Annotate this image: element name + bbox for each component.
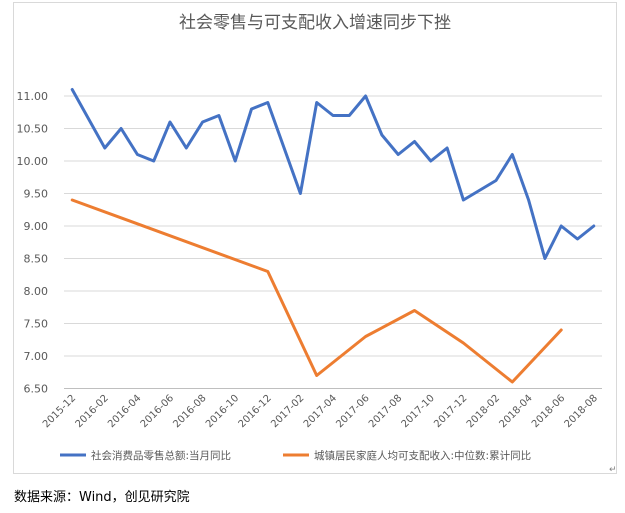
grid-lines (64, 95, 602, 389)
x-tick-label: 2016-04 (106, 393, 143, 430)
x-tick-label: 2018-04 (497, 393, 534, 430)
y-tick-label: 8.00 (24, 285, 49, 298)
x-tick-label: 2017-08 (367, 393, 404, 430)
paragraph-mark: ↵ (609, 465, 617, 475)
x-tick-labels: 2015-122016-022016-042016-062016-082016-… (41, 393, 600, 430)
y-tick-label: 9.00 (24, 220, 49, 233)
chart-frame (13, 2, 617, 474)
x-tick-label: 2016-06 (139, 393, 176, 430)
series-lines (70, 88, 596, 384)
y-tick-label: 8.50 (24, 253, 49, 266)
legend: 社会消费品零售总额:当月同比 城镇居民家庭人均可支配收入:中位数:累计同比 (60, 449, 531, 462)
legend-label: 社会消费品零售总额:当月同比 (91, 449, 231, 462)
x-tick-label: 2016-08 (171, 393, 208, 430)
x-tick-label: 2015-12 (41, 393, 78, 430)
x-tick-label: 2017-10 (400, 393, 437, 430)
x-tick-label: 2017-12 (432, 393, 469, 430)
y-tick-labels: 6.50 7.00 7.50 8.00 8.50 9.00 9.50 10.00 10.50 11… (17, 90, 49, 396)
x-tick-label: 2016-02 (74, 393, 111, 430)
series-line-1 (70, 88, 596, 260)
x-tick-label: 2016-10 (204, 393, 241, 430)
y-tick-label: 9.50 (24, 188, 49, 201)
y-tick-label: 11.00 (17, 90, 49, 103)
y-tick-label: 7.00 (24, 350, 49, 363)
x-tick-label: 2018-02 (465, 393, 502, 430)
y-tick-label: 10.50 (17, 123, 49, 136)
x-tick-label: 2018-08 (563, 393, 600, 430)
y-tick-label: 10.00 (17, 155, 49, 168)
x-tick-label: 2018-06 (530, 393, 567, 430)
x-tick-label: 2017-06 (334, 393, 371, 430)
y-tick-label: 7.50 (24, 318, 49, 331)
y-tick-label: 6.50 (24, 383, 49, 396)
legend-label: 城镇居民家庭人均可支配收入:中位数:累计同比 (314, 449, 531, 462)
source-note: 数据来源：Wind，创见研究院 (14, 490, 190, 505)
chart-title: 社会零售与可支配收入增速同步下挫 (179, 13, 451, 33)
x-tick-label: 2017-04 (302, 393, 339, 430)
x-tick-label: 2016-12 (237, 393, 274, 430)
series-line-2 (70, 198, 563, 384)
x-tick-label: 2017-02 (269, 393, 306, 430)
